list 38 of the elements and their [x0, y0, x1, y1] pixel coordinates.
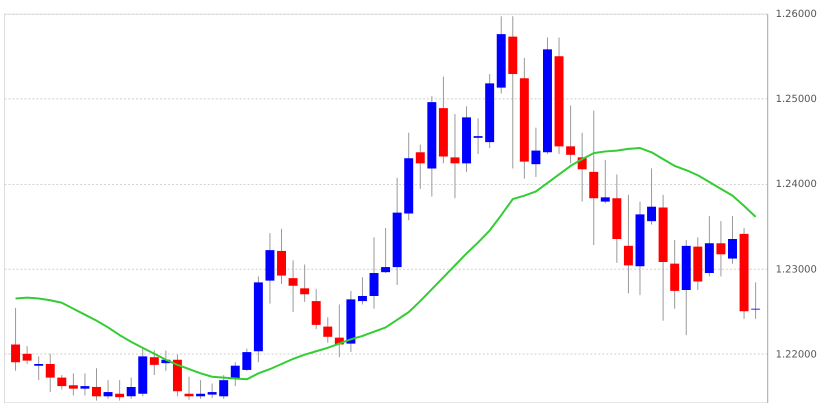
- candlestick: [80, 372, 90, 396]
- candlestick: [531, 127, 540, 178]
- candlestick: [22, 346, 32, 364]
- candlestick: [208, 383, 217, 399]
- y-tick-label: 1.24000: [776, 179, 817, 190]
- candlestick: [716, 220, 726, 277]
- y-tick-label: 1.23000: [776, 264, 817, 276]
- candlestick: [751, 282, 760, 320]
- y-tick-label: 1.25000: [776, 94, 817, 106]
- candlestick: [728, 216, 737, 264]
- candlestick: [104, 380, 113, 400]
- candlestick: [46, 353, 55, 393]
- y-tick-label: 1.26000: [776, 9, 817, 20]
- candlestick: [92, 368, 101, 402]
- candlestick: [600, 159, 610, 204]
- candlestick: [196, 380, 206, 400]
- candlestick: [474, 118, 483, 154]
- candlestick: [312, 288, 321, 330]
- y-tick-label: 1.22000: [776, 349, 817, 360]
- candlestick: [184, 376, 194, 400]
- candlestick: [647, 168, 656, 226]
- candlestick: [242, 348, 252, 372]
- candlestick: [219, 374, 228, 400]
- candlestick: [450, 114, 460, 199]
- candlestick: [566, 105, 576, 164]
- candlestick: [370, 236, 379, 310]
- candlestick: [323, 316, 332, 344]
- candlestick: [288, 260, 298, 313]
- candlestick: [126, 377, 136, 400]
- line-series: [14, 147, 757, 380]
- candlestick: [381, 227, 390, 274]
- candlestick: [358, 276, 367, 305]
- candlestick: [416, 144, 425, 190]
- candlestick: [150, 350, 159, 376]
- candlestick: [624, 194, 633, 294]
- candlestick: [11, 307, 20, 372]
- candlestick: [300, 264, 310, 302]
- candlestick: [57, 374, 66, 390]
